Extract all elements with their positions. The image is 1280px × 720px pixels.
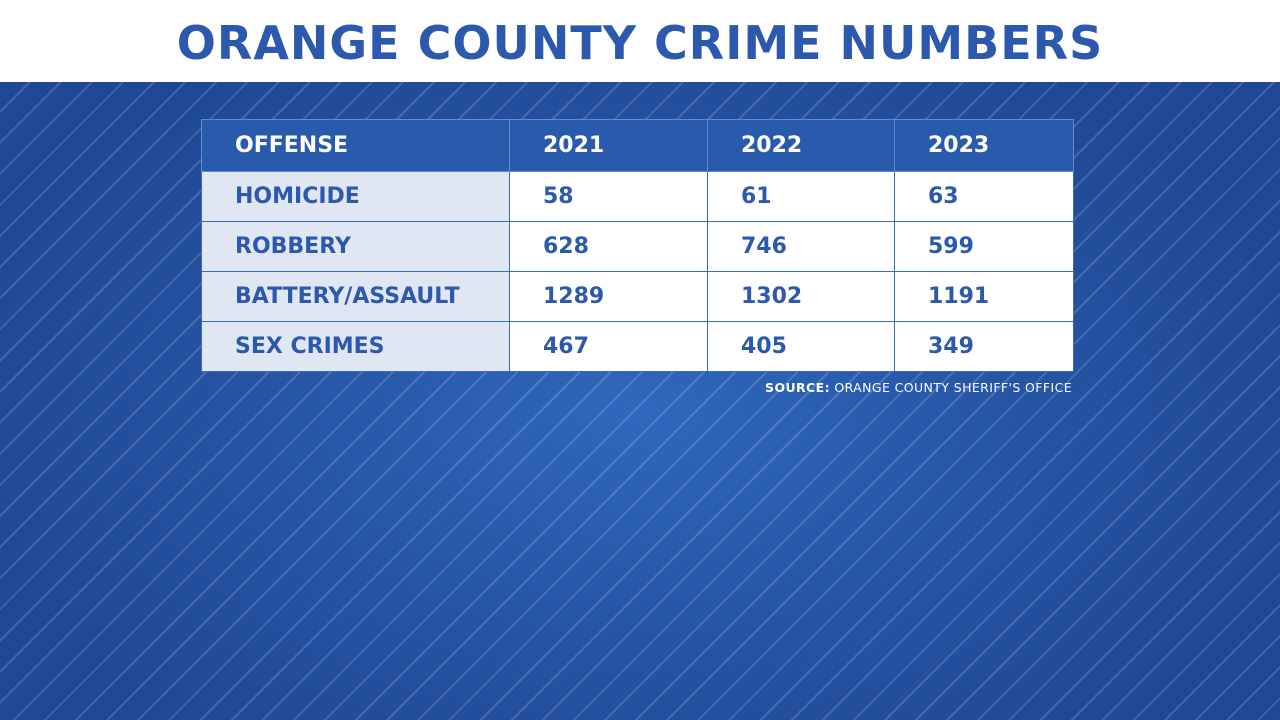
value-cell-2022: 405 (707, 321, 895, 372)
table-row-homicide: HOMICIDE 58 61 63 (201, 171, 1074, 222)
value-cell-2023: 349 (894, 321, 1074, 372)
table-row-sex-crimes: SEX CRIMES 467 405 349 (201, 321, 1074, 372)
value-cell-2021: 1289 (509, 271, 708, 322)
offense-cell: BATTERY/ASSAULT (201, 271, 510, 322)
column-header-2021: 2021 (509, 119, 708, 172)
offense-cell: ROBBERY (201, 221, 510, 272)
table-header-row: OFFENSE 2021 2022 2023 (201, 119, 1074, 172)
title-bar: ORANGE COUNTY CRIME NUMBERS (0, 0, 1280, 82)
column-header-offense: OFFENSE (201, 119, 510, 172)
value-cell-2022: 746 (707, 221, 895, 272)
offense-cell: SEX CRIMES (201, 321, 510, 372)
table-row-battery-assault: BATTERY/ASSAULT 1289 1302 1191 (201, 271, 1074, 322)
offense-cell: HOMICIDE (201, 171, 510, 222)
crime-table-container: OFFENSE 2021 2022 2023 HOMICIDE 58 61 63… (201, 119, 1074, 372)
column-header-2023: 2023 (894, 119, 1074, 172)
table-row-robbery: ROBBERY 628 746 599 (201, 221, 1074, 272)
source-label: SOURCE: (765, 380, 830, 395)
value-cell-2023: 63 (894, 171, 1074, 222)
source-text: ORANGE COUNTY SHERIFF'S OFFICE (834, 380, 1072, 395)
value-cell-2023: 599 (894, 221, 1074, 272)
source-credit: SOURCE: ORANGE COUNTY SHERIFF'S OFFICE (765, 380, 1072, 395)
value-cell-2022: 61 (707, 171, 895, 222)
column-header-2022: 2022 (707, 119, 895, 172)
value-cell-2023: 1191 (894, 271, 1074, 322)
value-cell-2021: 628 (509, 221, 708, 272)
value-cell-2021: 467 (509, 321, 708, 372)
crime-table: OFFENSE 2021 2022 2023 HOMICIDE 58 61 63… (201, 119, 1074, 372)
page-title: ORANGE COUNTY CRIME NUMBERS (176, 16, 1104, 70)
value-cell-2022: 1302 (707, 271, 895, 322)
value-cell-2021: 58 (509, 171, 708, 222)
